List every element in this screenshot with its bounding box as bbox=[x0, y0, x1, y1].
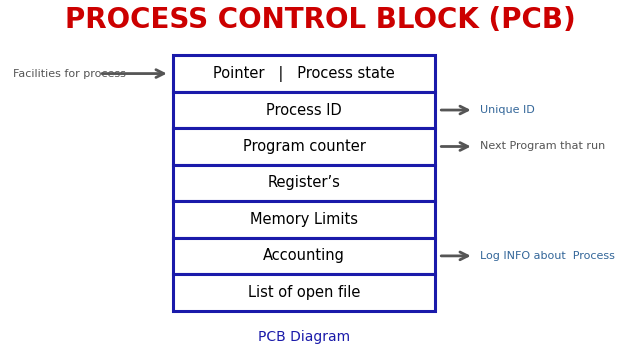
Text: Memory Limits: Memory Limits bbox=[250, 212, 358, 227]
Text: Register’s: Register’s bbox=[268, 175, 340, 191]
Text: Unique ID: Unique ID bbox=[480, 105, 535, 115]
Text: Pointer   |   Process state: Pointer | Process state bbox=[213, 66, 395, 81]
Bar bbox=[173, 274, 435, 311]
Bar bbox=[173, 165, 435, 201]
Text: Process ID: Process ID bbox=[266, 102, 342, 117]
Bar bbox=[173, 92, 435, 128]
Bar bbox=[173, 55, 435, 92]
Text: Facilities for process: Facilities for process bbox=[13, 69, 125, 79]
Text: List of open file: List of open file bbox=[248, 285, 360, 300]
Text: Log INFO about  Process: Log INFO about Process bbox=[480, 251, 615, 261]
Text: Accounting: Accounting bbox=[263, 248, 345, 263]
Text: PCB Diagram: PCB Diagram bbox=[258, 330, 350, 345]
Text: PROCESS CONTROL BLOCK (PCB): PROCESS CONTROL BLOCK (PCB) bbox=[65, 6, 575, 34]
Bar bbox=[173, 238, 435, 274]
Text: Next Program that run: Next Program that run bbox=[480, 141, 605, 151]
Bar bbox=[173, 201, 435, 238]
Bar bbox=[173, 128, 435, 165]
Text: Program counter: Program counter bbox=[243, 139, 365, 154]
